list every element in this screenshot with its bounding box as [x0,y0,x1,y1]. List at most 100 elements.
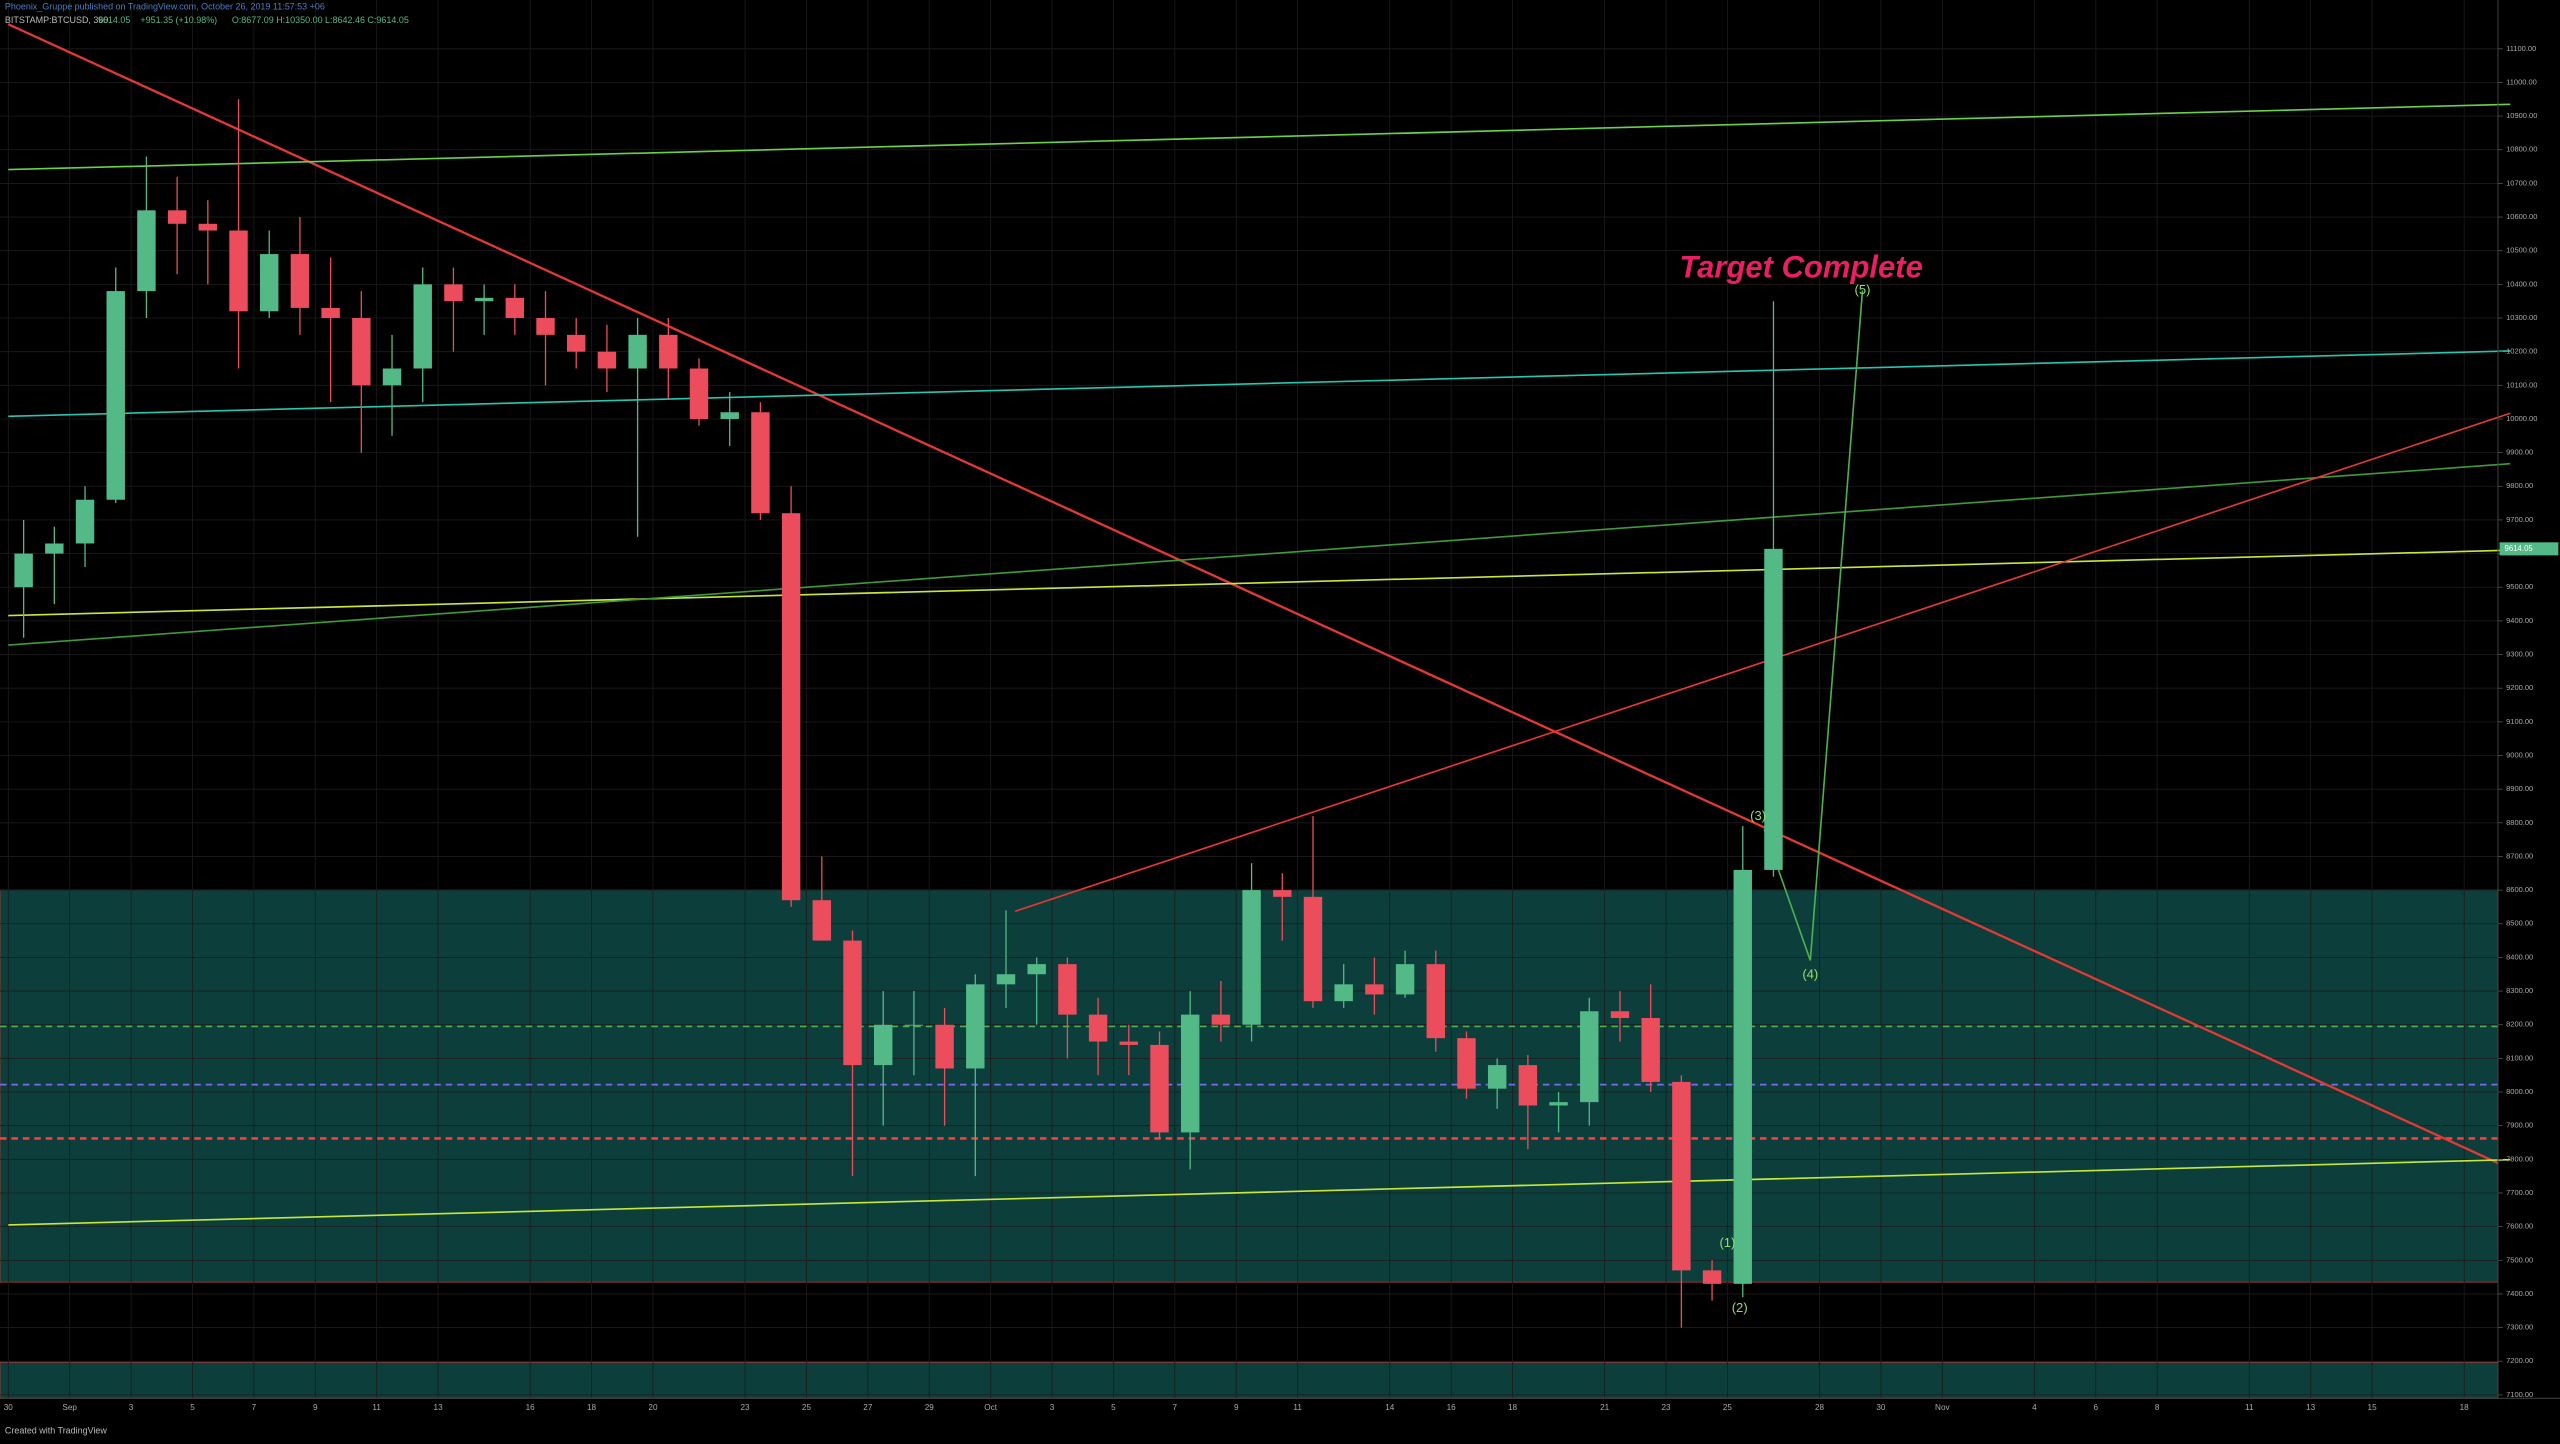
x-tick-label: 29 [925,1403,935,1412]
candle-body [935,1024,954,1069]
y-tick-label: 10500.00 [2506,246,2537,255]
candle-body [996,974,1016,985]
trend-line [8,1158,2511,1226]
y-tick-label: 10700.00 [2506,178,2537,187]
candle-body [1672,1081,1691,1271]
x-tick-label: 8 [2155,1403,2160,1412]
trend-line [7,23,2499,1165]
zone [0,1361,2499,1399]
symbol: BITSTAMP:BTCUSD, 360 [5,15,108,25]
y-tick-label: 11100.00 [2506,44,2536,53]
candle-body [474,297,494,302]
candle-body [14,553,33,588]
trend-line [1014,412,2511,913]
candle-body [536,318,555,335]
y-tick-label: 9200.00 [2506,683,2533,692]
x-tick-label: 18 [1508,1403,1518,1412]
y-tick-label: 9500.00 [2506,582,2533,591]
x-tick-label: 27 [863,1403,873,1412]
wave-label: (1) [1719,1235,1735,1250]
x-tick-label: Oct [984,1403,997,1412]
x-tick-label: 20 [648,1403,658,1412]
candle-body [1365,984,1384,995]
change: +951.35 (+10.98%) [140,15,217,25]
candle-body [1180,1014,1200,1133]
candle-body [1457,1038,1476,1089]
candle-body [1058,964,1077,1015]
candle-body [567,334,586,352]
candle-body [137,210,156,292]
y-tick-label: 8100.00 [2506,1053,2533,1062]
candle-body [1426,964,1445,1039]
y-tick-label: 8000.00 [2506,1087,2533,1096]
y-tick-label: 8700.00 [2506,851,2533,860]
trend-line [8,462,2511,646]
x-tick-label: 3 [129,1403,134,1412]
y-tick-label: 10100.00 [2506,380,2537,389]
y-tick-label: 10400.00 [2506,279,2537,288]
trend-line [8,103,2511,171]
candle-body [659,334,678,369]
ohlc: O:8677.09 H:10350.00 L:8642.46 C:9614.05 [232,15,409,25]
y-tick-label: 7600.00 [2506,1222,2533,1231]
candle-body [1211,1014,1231,1025]
candle-body [781,513,801,901]
candle-body [1150,1044,1169,1133]
x-tick-label: 11 [372,1403,381,1412]
publisher: Phoenix_Gruppe published on TradingView.… [5,2,325,12]
candle-body [260,254,279,312]
x-tick-label: Sep [62,1403,77,1412]
y-tick-label: 9700.00 [2506,515,2533,524]
candle-body [1549,1102,1568,1106]
candle-body [290,254,310,308]
x-tick-label: 11 [1293,1403,1302,1412]
x-tick-label: 4 [2032,1403,2037,1412]
y-tick-label: 8900.00 [2506,784,2533,793]
candle-body [45,543,64,554]
x-tick-label: 30 [1876,1403,1886,1412]
candle-body [75,499,95,544]
candle-body [352,318,371,386]
last-price-label: 9614.05 [2504,544,2533,553]
candle-body [873,1024,893,1066]
y-tick-label: 9400.00 [2506,616,2533,625]
x-tick-label: 5 [1111,1403,1116,1412]
footer: Created with TradingView [5,1425,108,1435]
y-tick-label: 10800.00 [2506,145,2537,154]
last-price: 9614.05 [98,15,130,25]
candle-body [1641,1017,1660,1082]
y-tick-label: 9900.00 [2506,448,2533,457]
wave-label: (2) [1732,1300,1748,1315]
y-tick-label: 8300.00 [2506,986,2533,995]
x-tick-label: 7 [252,1403,257,1412]
y-tick-label: 11000.00 [2506,77,2537,86]
candle-body [1733,869,1752,1284]
x-tick-label: 14 [1385,1403,1395,1412]
wave-label: (3) [1750,808,1766,823]
candle-body [720,412,739,419]
y-tick-label: 7400.00 [2506,1289,2533,1298]
y-tick-label: 9000.00 [2506,750,2533,759]
y-tick-label: 8800.00 [2506,818,2533,827]
x-tick-label: 23 [1661,1403,1671,1412]
x-tick-label: 3 [1050,1403,1055,1412]
x-tick-label: 21 [1600,1403,1610,1412]
x-tick-label: 18 [587,1403,597,1412]
candle-body [1242,890,1261,1025]
wave-label: (5) [1855,282,1871,297]
candle-body [812,900,832,941]
x-tick-label: 13 [434,1403,444,1412]
trend-line [8,350,2511,418]
candle-body [628,334,647,369]
candle-body [1395,964,1415,995]
candle-body [1088,1014,1108,1042]
y-tick-label: 10600.00 [2506,212,2537,221]
candle-body [1487,1065,1507,1089]
y-tick-label: 10000.00 [2506,414,2537,423]
y-tick-label: 7200.00 [2506,1356,2533,1365]
y-tick-label: 7100.00 [2506,1390,2533,1399]
x-tick-label: 15 [2368,1403,2378,1412]
candle-body [382,368,402,386]
candle-body [966,984,985,1069]
